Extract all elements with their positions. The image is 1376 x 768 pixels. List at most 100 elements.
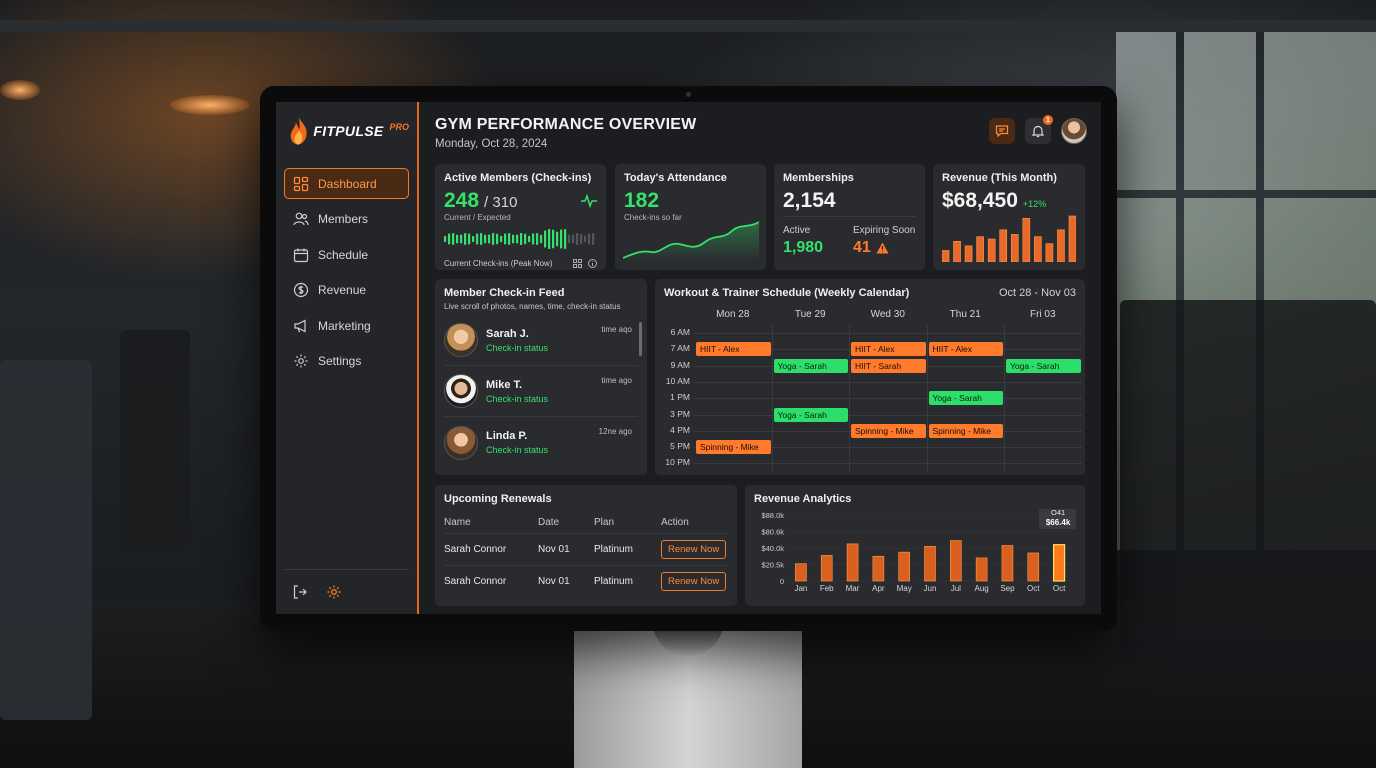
- sidebar-item-label: Schedule: [318, 247, 369, 262]
- sidebar-item-settings[interactable]: Settings: [284, 346, 409, 377]
- checkin-pulse-bars: [444, 229, 595, 249]
- pulse-bar: [448, 233, 451, 245]
- pulse-bar: [488, 234, 491, 244]
- main-content: GYM PERFORMANCE OVERVIEW Monday, Oct 28,…: [419, 102, 1101, 614]
- schedule-event[interactable]: Yoga - Sarah: [773, 358, 848, 373]
- logout-icon[interactable]: [292, 584, 308, 600]
- schedule-time-label: 7 AM: [670, 343, 690, 354]
- active-members-card: Active Members (Check-ins) 248 / 310 Cur…: [435, 164, 606, 270]
- schedule-row-line: [694, 398, 1082, 400]
- revenue-month-value: $68,450: [942, 189, 1018, 212]
- sidebar-item-revenue[interactable]: Revenue: [284, 275, 409, 306]
- logo[interactable]: FITPULSE PRO: [284, 116, 409, 146]
- pulse-bar: [520, 233, 523, 245]
- pulse-bar: [524, 233, 527, 245]
- active-current: 248: [444, 189, 480, 212]
- member-name: Sarah J.: [486, 327, 529, 340]
- dashboard-icon: [293, 176, 309, 191]
- renew-now-button[interactable]: Renew Now: [661, 539, 727, 559]
- revenue-mini-bar: [1010, 234, 1019, 262]
- card-title: Revenue (This Month): [942, 172, 1057, 184]
- attendance-card: Today's Attendance 182 Check-ins so far: [615, 164, 766, 270]
- schedule-event[interactable]: Spinning - Mike: [851, 423, 926, 438]
- megaphone-icon: [294, 319, 306, 332]
- sidebar-item-dashboard[interactable]: Dashboard: [284, 168, 409, 199]
- revenue-bar: [1027, 552, 1040, 582]
- schedule-time-label: 1 PM: [670, 392, 690, 403]
- memberships-total: 2,154: [783, 189, 836, 212]
- pulse-bar: [552, 229, 555, 249]
- renewal-date: Nov 01: [538, 532, 594, 565]
- sidebar-item-marketing[interactable]: Marketing: [284, 310, 409, 341]
- schedule-event[interactable]: HIIT - Sarah: [851, 358, 926, 373]
- info-icon[interactable]: [588, 259, 597, 268]
- chat-icon: [995, 125, 1009, 138]
- column-header: Plan: [594, 517, 615, 529]
- feed-item[interactable]: Mike T. Check-in status time ago: [444, 366, 638, 417]
- checkin-status: Check-in status: [486, 393, 549, 404]
- schedule-range: Oct 28 - Nov 03: [998, 287, 1076, 299]
- revenue-mini-bar: [987, 238, 996, 262]
- member-avatar: [444, 425, 478, 460]
- pulse-bar: [512, 234, 515, 244]
- grid-icon[interactable]: [573, 259, 582, 268]
- feed-subtitle: Live scroll of photos, names, time, chec…: [444, 302, 621, 311]
- revenue-mini-bar: [999, 229, 1008, 262]
- revenue-bar: [1001, 545, 1014, 582]
- schedule-event[interactable]: Yoga - Sarah: [1006, 358, 1081, 373]
- sidebar-item-schedule[interactable]: Schedule: [284, 239, 409, 270]
- schedule-row-line: [694, 463, 1082, 465]
- pulse-bar: [504, 233, 507, 245]
- renew-now-button[interactable]: Renew Now: [661, 571, 727, 591]
- schedule-time-label: 4 PM: [670, 424, 690, 435]
- schedule-day-header: Tue 29: [794, 309, 826, 320]
- x-tick-label: Sep: [1000, 584, 1015, 593]
- x-tick-label: Feb: [820, 584, 834, 593]
- pulse-bar: [492, 233, 495, 245]
- notifications-button[interactable]: 1: [1025, 115, 1053, 144]
- user-avatar[interactable]: [1061, 118, 1087, 144]
- pulse-bar: [496, 233, 499, 245]
- schedule-day-header: Thu 21: [949, 309, 981, 320]
- tooltip-box: [1039, 509, 1076, 529]
- pulse-bar: [532, 233, 535, 245]
- pulse-bar: [576, 233, 579, 245]
- pulse-bar: [592, 233, 595, 245]
- schedule-event[interactable]: HIIT - Alex: [928, 342, 1003, 357]
- pulse-bar: [456, 234, 459, 244]
- schedule-event[interactable]: Spinning - Mike: [696, 440, 771, 455]
- card-title: Upcoming Renewals: [444, 493, 552, 505]
- revenue-month-card: Revenue (This Month) $68,450 +12%: [933, 164, 1085, 270]
- revenue-bar: [1052, 544, 1066, 582]
- pulse-bar: [564, 229, 567, 249]
- sidebar-item-label: Members: [318, 212, 369, 226]
- table-row: Sarah Connor Nov 01 Platinum Renew Now: [444, 532, 728, 565]
- revenue-mini-bar: [1057, 229, 1065, 262]
- tooltip-value: $66.4k: [1046, 518, 1071, 527]
- schedule-row-line: [694, 381, 1082, 383]
- pulse-bar: [540, 234, 543, 244]
- page-date: Monday, Oct 28, 2024: [435, 138, 548, 150]
- feed-item[interactable]: Linda P. Check-in status 12ne ago: [444, 417, 638, 468]
- sidebar: FITPULSE PRO Dashboard Members: [276, 102, 419, 614]
- users-icon: [293, 212, 309, 226]
- messages-button[interactable]: [989, 118, 1015, 144]
- schedule-event[interactable]: HIIT - Alex: [851, 342, 926, 357]
- schedule-event[interactable]: Spinning - Mike: [928, 423, 1003, 438]
- pulse-bar: [452, 233, 455, 245]
- member-avatar: [444, 323, 478, 357]
- schedule-event[interactable]: HIIT - Alex: [696, 342, 771, 357]
- revenue-bar: [846, 543, 859, 582]
- x-tick-label: Jan: [794, 584, 807, 593]
- sidebar-item-members[interactable]: Members: [284, 204, 409, 235]
- feed-scrollbar[interactable]: [639, 322, 642, 356]
- revenue-bar: [872, 555, 885, 582]
- card-title: Workout & Trainer Schedule (Weekly Calen…: [664, 287, 910, 299]
- schedule-event[interactable]: Yoga - Sarah: [773, 407, 848, 422]
- schedule-event[interactable]: Yoga - Sarah: [928, 391, 1003, 406]
- settings-gear-icon[interactable]: [326, 584, 342, 600]
- attendance-value: 182: [624, 189, 660, 212]
- schedule-time-label: 6 AM: [670, 327, 690, 337]
- sidebar-item-label: Revenue: [318, 283, 367, 297]
- feed-item[interactable]: Sarah J. Check-in status time aqo: [444, 315, 638, 366]
